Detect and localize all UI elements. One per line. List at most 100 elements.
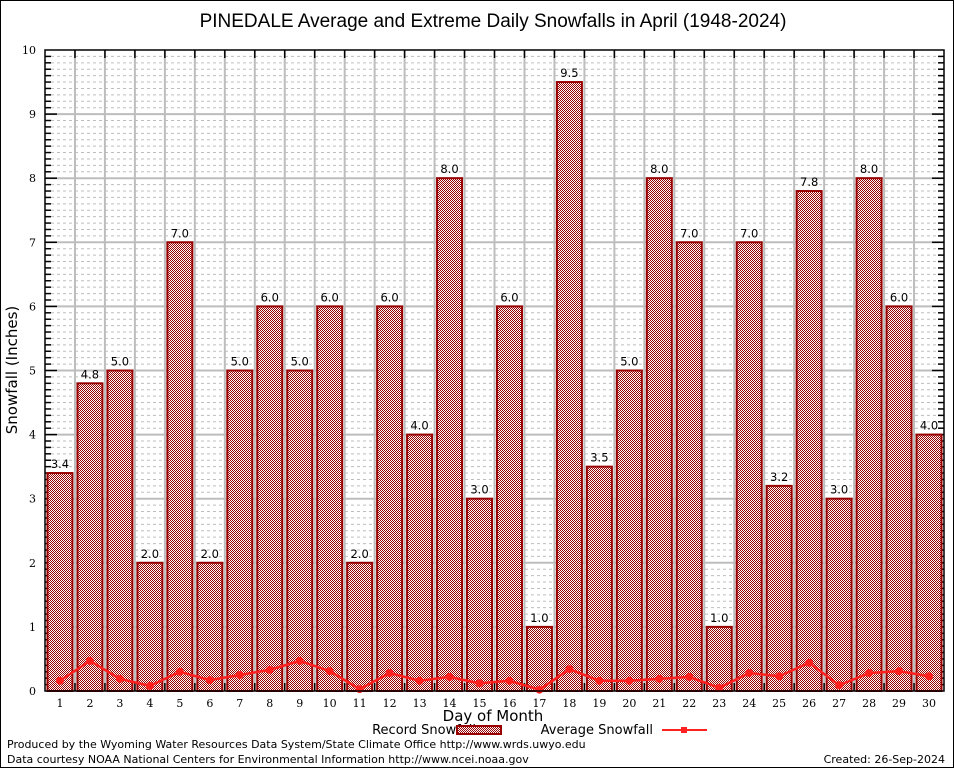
y-tick-label: 4 bbox=[29, 429, 36, 442]
average-snowfall-line bbox=[59, 659, 930, 692]
record-bar bbox=[675, 241, 703, 693]
y-tick-label: 2 bbox=[29, 557, 36, 570]
y-tick-label: 6 bbox=[29, 300, 36, 313]
record-bar bbox=[286, 369, 314, 692]
x-tick-label: 21 bbox=[652, 697, 666, 710]
bar-value-label: 6.0 bbox=[380, 290, 398, 304]
average-point bbox=[475, 679, 484, 688]
bar-value-labels: 3.4 4.8 5.0 2.0 7.0 2.0 5.0 6.0 5.0 6.0 2.0 6.0 4.0 8… bbox=[51, 66, 938, 625]
x-tick-label: 7 bbox=[236, 697, 243, 710]
record-bar bbox=[915, 433, 943, 692]
x-tick-label: 18 bbox=[562, 697, 576, 710]
y-tick-label: 3 bbox=[29, 493, 36, 506]
chart-title: PINEDALE Average and Extreme Daily Snowf… bbox=[200, 11, 787, 32]
x-tick-label: 3 bbox=[116, 697, 123, 710]
x-tick-label: 10 bbox=[323, 697, 337, 710]
average-point bbox=[835, 681, 844, 690]
footer-created-date: Created: 26-Sep-2024 bbox=[824, 753, 945, 766]
bar-value-label: 8.0 bbox=[860, 162, 878, 176]
record-bar bbox=[585, 465, 613, 692]
bar-value-label: 4.0 bbox=[410, 419, 428, 433]
bar-value-label: 5.0 bbox=[291, 355, 309, 369]
bar-value-label: 6.0 bbox=[890, 290, 908, 304]
x-tick-label: 12 bbox=[383, 697, 397, 710]
x-tick-label: 26 bbox=[802, 697, 816, 710]
record-bar bbox=[406, 433, 434, 692]
average-line bbox=[55, 656, 934, 694]
x-tick-label: 11 bbox=[353, 697, 367, 710]
record-bar bbox=[855, 177, 883, 692]
record-bars bbox=[46, 81, 943, 693]
record-bar bbox=[765, 484, 793, 692]
average-point bbox=[685, 672, 694, 681]
x-tick-label: 13 bbox=[413, 697, 427, 710]
average-point bbox=[505, 676, 514, 685]
x-tick-label: 27 bbox=[832, 697, 846, 710]
average-point bbox=[235, 670, 244, 679]
y-axis-label: Snowfall (Inches) bbox=[3, 306, 21, 434]
y-tick-label: 8 bbox=[29, 172, 36, 185]
x-tick-label: 15 bbox=[473, 697, 487, 710]
y-tick-label: 7 bbox=[29, 236, 36, 249]
y-tick-label: 5 bbox=[29, 365, 36, 378]
x-tick-label: 2 bbox=[86, 697, 93, 710]
y-tick-labels: 0 1 2 3 4 5 6 7 8 9 10 bbox=[22, 44, 36, 698]
x-tick-label: 1 bbox=[56, 697, 63, 710]
bar-value-label: 2.0 bbox=[141, 547, 159, 561]
record-bar bbox=[885, 305, 913, 692]
x-tick-label: 8 bbox=[266, 697, 273, 710]
average-point bbox=[535, 685, 544, 694]
bar-value-label: 6.0 bbox=[321, 290, 339, 304]
bar-value-label: 3.2 bbox=[770, 470, 788, 484]
bar-value-label: 9.5 bbox=[560, 66, 578, 80]
average-point bbox=[625, 676, 634, 685]
record-bar bbox=[615, 369, 643, 692]
bar-value-label: 8.0 bbox=[650, 162, 668, 176]
bar-value-label: 5.0 bbox=[620, 355, 638, 369]
bar-value-label: 6.0 bbox=[261, 290, 279, 304]
bar-value-label: 7.0 bbox=[680, 226, 698, 240]
average-point bbox=[445, 672, 454, 681]
bar-value-label: 8.0 bbox=[440, 162, 458, 176]
y-tick-label: 1 bbox=[29, 621, 36, 634]
record-bar bbox=[466, 497, 493, 693]
x-tick-label: 20 bbox=[622, 697, 636, 710]
bar-value-label: 5.0 bbox=[231, 355, 249, 369]
average-point bbox=[355, 685, 364, 694]
bar-value-label: 3.0 bbox=[470, 483, 488, 497]
x-tick-label: 25 bbox=[772, 697, 786, 710]
average-point bbox=[745, 669, 754, 678]
y-tick-label: 10 bbox=[22, 44, 36, 57]
bar-value-label: 3.4 bbox=[51, 457, 69, 471]
x-tick-label: 4 bbox=[146, 697, 153, 710]
bar-value-label: 7.8 bbox=[800, 175, 818, 189]
bar-value-label: 6.0 bbox=[500, 290, 518, 304]
y-tick-label: 0 bbox=[29, 685, 36, 698]
average-point bbox=[325, 667, 334, 676]
bar-value-label: 5.0 bbox=[111, 355, 129, 369]
record-bar bbox=[166, 241, 194, 693]
average-point bbox=[265, 665, 274, 674]
x-tick-label: 24 bbox=[742, 697, 756, 710]
legend-average-label: Average Snowfall bbox=[541, 723, 653, 738]
average-point bbox=[85, 656, 94, 665]
bar-value-label: 2.0 bbox=[351, 547, 369, 561]
bar-value-label: 1.0 bbox=[530, 611, 548, 625]
footer-produced-by: Produced by the Wyoming Water Resources … bbox=[7, 738, 586, 751]
bar-value-label: 7.0 bbox=[740, 226, 758, 240]
record-bar bbox=[705, 625, 733, 693]
x-tick-label: 5 bbox=[176, 697, 183, 710]
x-tick-labels: 1 2 3 4 5 6 7 8 9 10 11 12 13 14 15 16 17 18 19 20 21 22 23 24 2… bbox=[56, 697, 936, 710]
average-point bbox=[415, 676, 424, 685]
record-bar bbox=[46, 472, 74, 692]
average-point bbox=[115, 674, 124, 683]
legend-record-label: Record Snowfall bbox=[372, 723, 476, 738]
x-tick-label: 30 bbox=[922, 697, 936, 710]
average-point bbox=[205, 676, 214, 685]
grid bbox=[45, 50, 944, 691]
average-point bbox=[595, 676, 604, 685]
average-point bbox=[565, 665, 574, 674]
record-bar bbox=[795, 190, 823, 693]
plot-border bbox=[44, 49, 945, 692]
average-point bbox=[655, 674, 664, 683]
